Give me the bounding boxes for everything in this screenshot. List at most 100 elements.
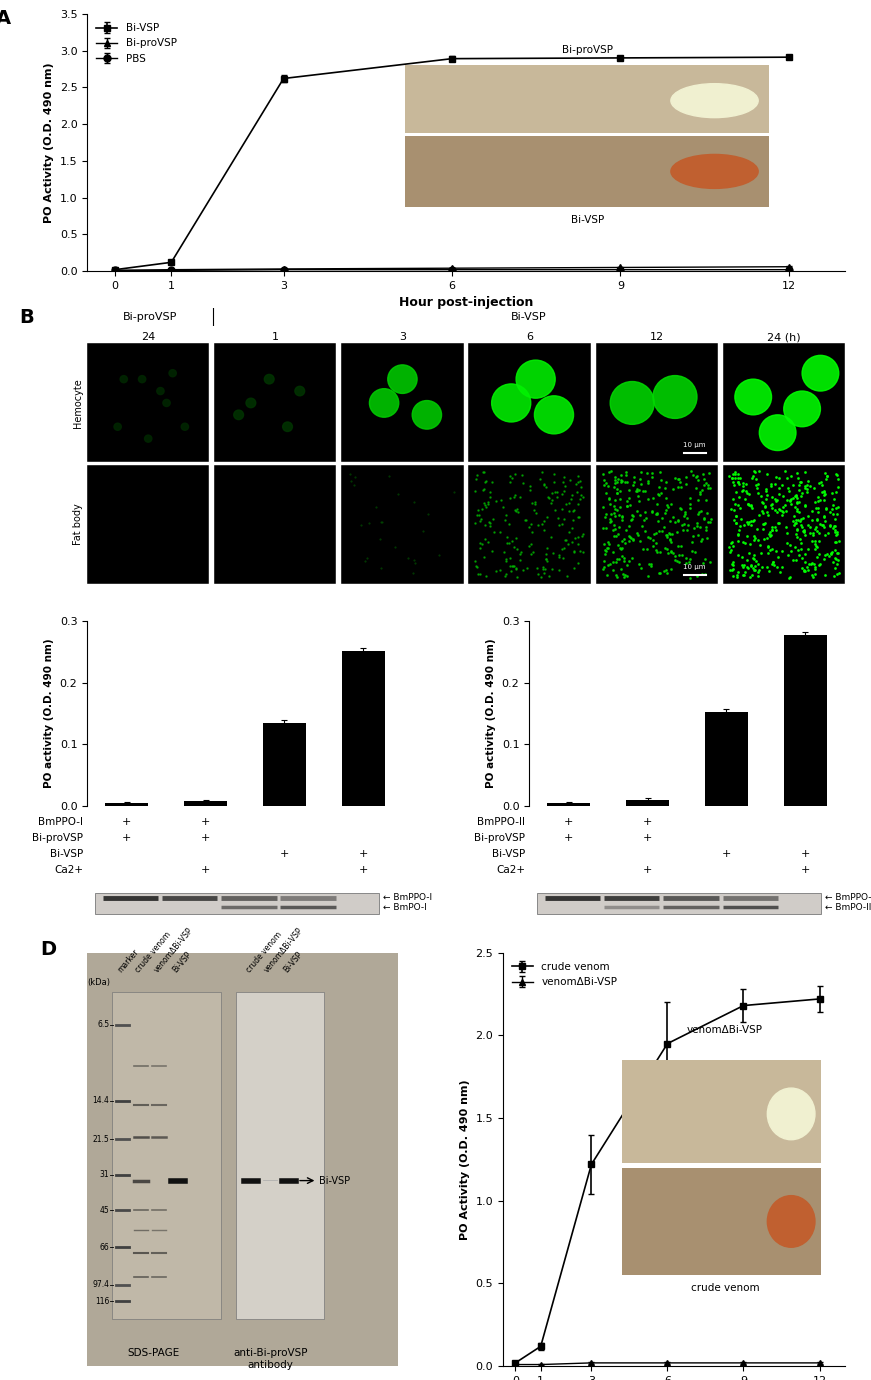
Text: Bi-VSP: Bi-VSP [50,849,83,858]
Circle shape [653,375,697,418]
Text: +: + [280,849,289,858]
FancyBboxPatch shape [112,992,221,1319]
Text: ← BmPPO-I: ← BmPPO-I [383,893,432,903]
Circle shape [760,415,796,450]
Text: 10 μm: 10 μm [683,563,706,570]
Circle shape [491,384,530,422]
Text: Bi-proVSP: Bi-proVSP [474,834,525,843]
Bar [341,651,385,806]
Text: Bi-VSP: Bi-VSP [281,949,304,974]
Text: 24 (h): 24 (h) [767,333,800,342]
Text: crude venom: crude venom [244,930,283,974]
Legend: crude venom, venomΔBi-VSP: crude venom, venomΔBi-VSP [508,958,621,991]
Text: (kDa): (kDa) [87,978,111,987]
Y-axis label: PO Activity (O.D. 490 nm): PO Activity (O.D. 490 nm) [460,1079,469,1239]
Text: 116: 116 [95,1297,110,1305]
Text: 1: 1 [272,333,279,342]
Y-axis label: PO activity (O.D. 490 nm): PO activity (O.D. 490 nm) [44,639,54,788]
Text: 24: 24 [141,333,155,342]
Text: +: + [643,817,652,827]
Circle shape [369,389,399,417]
Text: SDS-PAGE: SDS-PAGE [128,1348,180,1358]
Text: ← BmPO-I: ← BmPO-I [383,903,427,912]
Circle shape [611,381,654,425]
Bar [105,803,148,806]
Text: 31: 31 [100,1170,110,1179]
Text: +: + [564,817,573,827]
Circle shape [412,400,442,429]
FancyBboxPatch shape [537,893,821,914]
Text: 10 μm: 10 μm [683,442,706,448]
Circle shape [295,386,305,396]
Text: venomΔBi-VSP: venomΔBi-VSP [152,926,195,974]
Text: ← BmPO-II: ← BmPO-II [825,903,871,912]
Y-axis label: Fat body: Fat body [73,504,83,545]
Bar [784,635,827,806]
Y-axis label: Hemocyte: Hemocyte [73,378,83,428]
Circle shape [535,396,573,433]
Circle shape [388,364,417,393]
Text: 21.5: 21.5 [92,1134,110,1144]
Text: +: + [800,865,810,875]
Text: Ca2+: Ca2+ [496,865,525,875]
Text: Bi-VSP: Bi-VSP [319,1176,350,1185]
Y-axis label: PO activity (O.D. 490 nm): PO activity (O.D. 490 nm) [486,639,496,788]
Legend: Bi-VSP, Bi-proVSP, PBS: Bi-VSP, Bi-proVSP, PBS [92,19,181,68]
Text: 6.5: 6.5 [98,1020,110,1029]
Bar [263,723,306,806]
Text: venomΔBi-VSP: venomΔBi-VSP [263,926,306,974]
Circle shape [283,422,293,432]
Text: venomΔBi-VSP: venomΔBi-VSP [687,1025,763,1035]
Circle shape [735,380,772,415]
Bar [547,803,591,806]
Text: 66: 66 [100,1242,110,1252]
Text: +: + [201,865,210,875]
Text: +: + [122,817,132,827]
Circle shape [169,370,176,377]
Text: anti-Bi-proVSP
antibody: anti-Bi-proVSP antibody [233,1348,307,1370]
Text: marker: marker [116,947,140,974]
Text: crude venom: crude venom [691,1283,760,1293]
Text: Bi-VSP: Bi-VSP [171,949,193,974]
Bar [705,712,748,806]
Circle shape [145,435,152,442]
Circle shape [163,399,170,407]
Y-axis label: PO Activity (O.D. 490 nm): PO Activity (O.D. 490 nm) [44,62,54,222]
Text: crude venom: crude venom [134,930,172,974]
Text: 45: 45 [100,1206,110,1214]
Text: Bi-proVSP: Bi-proVSP [562,46,612,55]
FancyBboxPatch shape [95,893,379,914]
Text: +: + [359,849,368,858]
Text: 14.4: 14.4 [92,1097,110,1105]
X-axis label: Hour post-injection: Hour post-injection [399,297,533,309]
Text: +: + [122,834,132,843]
Text: 3: 3 [399,333,406,342]
Text: +: + [359,865,368,875]
Text: +: + [201,817,210,827]
Text: +: + [201,834,210,843]
Text: +: + [722,849,731,858]
Circle shape [517,360,555,399]
Circle shape [157,388,164,395]
Circle shape [264,374,274,384]
Circle shape [114,424,121,431]
FancyBboxPatch shape [236,992,323,1319]
Text: A: A [0,8,11,28]
Text: Ca2+: Ca2+ [54,865,83,875]
Text: Bi-VSP: Bi-VSP [511,312,547,323]
Bar [184,800,227,806]
Text: ← BmPPO-II: ← BmPPO-II [825,893,871,903]
Text: D: D [40,940,57,959]
Text: Bi-VSP: Bi-VSP [571,214,604,225]
Circle shape [802,356,839,391]
Circle shape [246,399,256,407]
Text: Bi-VSP: Bi-VSP [492,849,525,858]
Circle shape [120,375,127,382]
Text: 12: 12 [650,333,664,342]
Text: +: + [564,834,573,843]
Text: 97.4: 97.4 [92,1281,110,1289]
Circle shape [784,391,820,426]
Text: Bi-proVSP: Bi-proVSP [32,834,83,843]
Text: +: + [800,849,810,858]
Text: 6: 6 [526,333,533,342]
